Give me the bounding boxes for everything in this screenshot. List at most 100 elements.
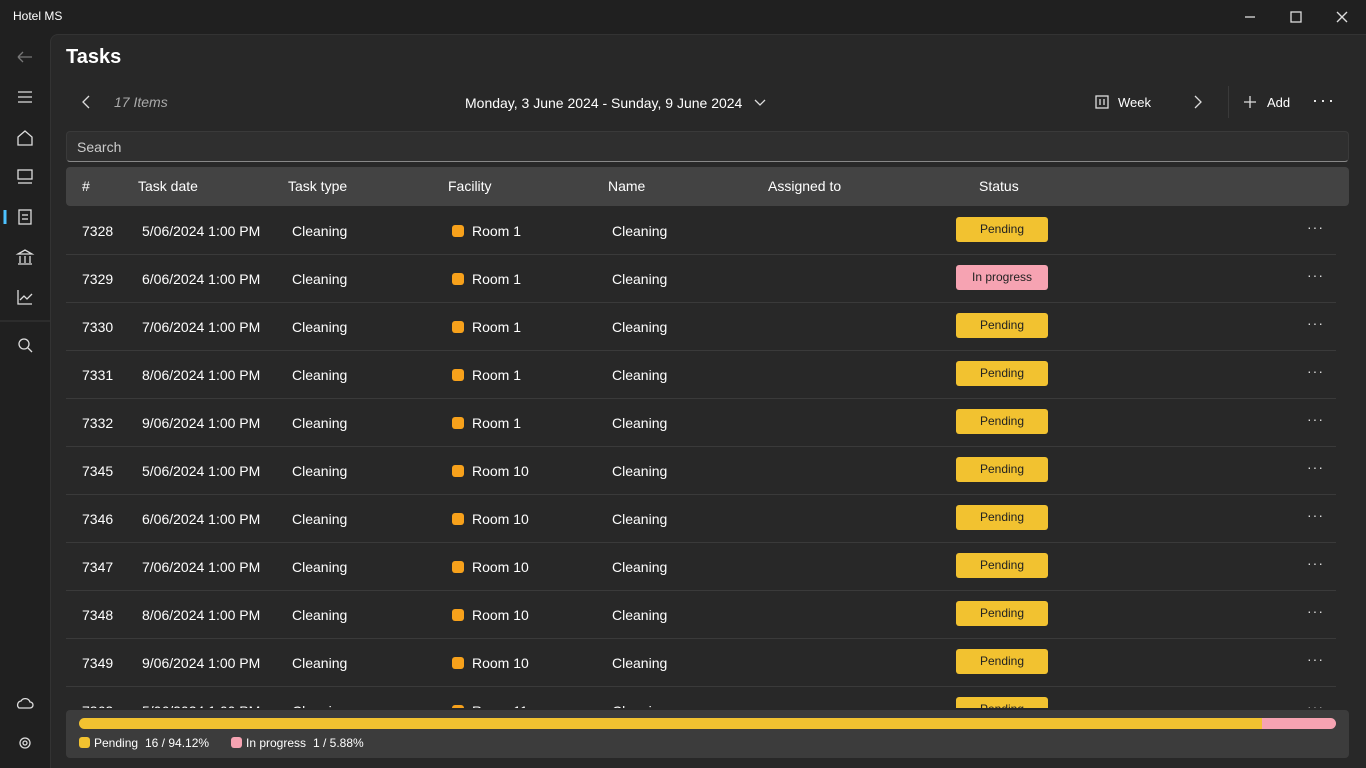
table-row[interactable]: 7349 9/06/2024 1:00 PM Cleaning Room 10 Clea… [66, 639, 1336, 687]
row-menu[interactable]: ··· [1307, 651, 1324, 667]
row-menu[interactable]: ··· [1307, 315, 1324, 331]
facility-color [452, 273, 464, 285]
progress-segment [79, 718, 1263, 729]
cell-text: Cleaning [612, 703, 667, 708]
cell-text: 8/06/2024 1:00 PM [142, 607, 261, 623]
cell-text: Cleaning [612, 319, 668, 335]
row-menu[interactable]: ··· [1307, 459, 1324, 475]
cell-text: Cleaning [292, 559, 348, 575]
table-row[interactable]: 7330 7/06/2024 1:00 PM Cleaning Room 1 Clean… [66, 303, 1336, 351]
facility-color [452, 513, 464, 525]
facility-color [452, 321, 464, 333]
cell-text: Cleaning [292, 607, 348, 623]
table-row[interactable]: 7346 6/06/2024 1:00 PM Cleaning Room 10 Clea… [66, 495, 1336, 543]
cell-text: 7/06/2024 1:00 PM [142, 319, 261, 335]
cell-text: 7348 [82, 607, 114, 623]
add-button[interactable]: Add [1267, 95, 1291, 110]
cell-text: Cleaning [292, 223, 348, 239]
cell-text: 7330 [82, 319, 114, 335]
cell-text: 9/06/2024 1:00 PM [142, 415, 261, 431]
column-header: Assigned to [768, 178, 842, 194]
date-dropdown[interactable] [752, 94, 768, 110]
cell-text: 7329 [82, 271, 114, 287]
table-row[interactable]: 7347 7/06/2024 1:00 PM Cleaning Room 10 Clea… [66, 543, 1336, 591]
cell-text: Cleaning [612, 655, 668, 671]
column-header: Task type [288, 178, 348, 194]
row-menu[interactable]: ··· [1307, 411, 1324, 427]
cell-text: 5/06/2024 1:00 PM [142, 223, 261, 239]
table-row[interactable]: 7329 6/06/2024 1:00 PM Cleaning Room 1 Clean… [66, 255, 1336, 303]
table-body: 7328 5/06/2024 1:00 PM Cleaning Room 1 Clean… [66, 207, 1349, 708]
row-menu[interactable]: ··· [1307, 219, 1324, 235]
cell-text: 5/06/2024 1:00 PM [142, 463, 261, 479]
facility-color [452, 417, 464, 429]
cell-text: Cleaning [292, 703, 347, 708]
sidebar[interactable] [0, 40, 50, 760]
status-badge: Pending [956, 409, 1048, 434]
cell-text: 7328 [82, 223, 114, 239]
table-row[interactable]: 7332 9/06/2024 1:00 PM Cleaning Room 1 Clean… [66, 399, 1336, 447]
cell-text: Room 1 [472, 271, 522, 287]
row-menu[interactable]: ··· [1307, 603, 1324, 619]
status-badge: Pending [956, 313, 1048, 338]
status-badge: Pending [956, 457, 1048, 482]
column-header: Facility [448, 178, 492, 194]
table-row[interactable]: 7331 8/06/2024 1:00 PM Cleaning Room 1 Clean… [66, 351, 1336, 399]
legend-swatch [231, 737, 242, 748]
column-header: Task date [138, 178, 198, 194]
status-badge: In progress [956, 265, 1048, 290]
cell-text: Cleaning [612, 463, 668, 479]
progress-segment [1262, 718, 1336, 729]
more-button[interactable]: ··· [1312, 90, 1336, 110]
table-row[interactable]: 7362 5/06/2024 1:00 PM Cleaning Room 11 Clea… [66, 687, 1336, 708]
status-badge: Pending [956, 601, 1048, 626]
facility-color [452, 561, 464, 573]
cell-text: Cleaning [292, 463, 348, 479]
table-row[interactable]: 7328 5/06/2024 1:00 PM Cleaning Room 1 Clean… [66, 207, 1336, 255]
legend-swatch [79, 737, 90, 748]
prev-button[interactable] [78, 94, 94, 110]
cell-text: Room 10 [472, 559, 529, 575]
cell-text: Cleaning [612, 223, 668, 239]
cell-text: Room 1 [472, 415, 522, 431]
row-menu[interactable]: ··· [1307, 555, 1324, 571]
cell-text: 6/06/2024 1:00 PM [142, 511, 261, 527]
cell-text: Room 1 [472, 223, 522, 239]
cell-text: Room 1 [472, 319, 522, 335]
next-button[interactable] [1190, 94, 1206, 110]
cell-text: Cleaning [612, 559, 668, 575]
row-menu[interactable]: ··· [1307, 363, 1324, 379]
cell-text: Cleaning [292, 367, 348, 383]
row-menu[interactable]: ··· [1307, 267, 1324, 283]
cell-text: 7331 [82, 367, 114, 383]
cell-text: Cleaning [612, 271, 668, 287]
status-badge: Pending [956, 361, 1048, 386]
column-header: Status [979, 178, 1019, 194]
cell-text: Cleaning [292, 511, 348, 527]
table-row[interactable]: 7345 5/06/2024 1:00 PM Cleaning Room 10 Clea… [66, 447, 1336, 495]
cell-text: Cleaning [292, 319, 348, 335]
cell-text: Room 10 [472, 511, 529, 527]
status-summary: Pending 16 / 94.12% In progress 1 / 5.88% [66, 710, 1349, 758]
add-icon [1244, 96, 1256, 108]
column-header: Name [608, 178, 646, 194]
window-controls[interactable] [1240, 8, 1360, 26]
table-header: # Task date Task type Facility Name Assigned … [66, 167, 1349, 206]
legend-name: In progress [246, 736, 307, 750]
status-badge: Pending [956, 553, 1048, 578]
cell-text: Cleaning [612, 511, 668, 527]
status-badge: Pending [956, 505, 1048, 530]
search-box[interactable]: Search [66, 131, 1349, 162]
table-row[interactable]: 7348 8/06/2024 1:00 PM Cleaning Room 10 Clea… [66, 591, 1336, 639]
row-menu[interactable]: ··· [1307, 507, 1324, 523]
row-menu[interactable]: ··· [1307, 699, 1324, 708]
date-range[interactable]: Monday, 3 June 2024 - Sunday, 9 June 202… [465, 95, 743, 111]
progress-bar [79, 718, 1336, 729]
cell-text: 9/06/2024 1:00 PM [142, 655, 261, 671]
cell-text: Cleaning [292, 271, 348, 287]
page-title: Tasks [66, 46, 122, 68]
cell-text: 8/06/2024 1:00 PM [142, 367, 261, 383]
view-selector[interactable]: Week [1118, 95, 1151, 110]
cell-text: 7346 [82, 511, 114, 527]
